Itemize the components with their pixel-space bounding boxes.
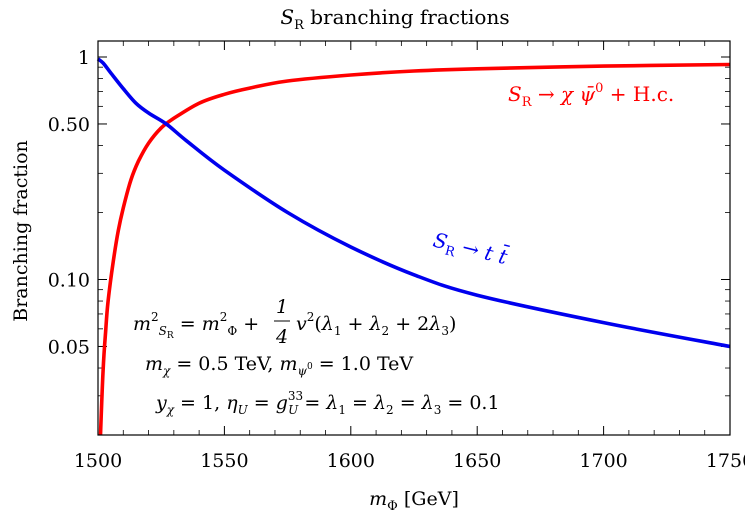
axis-ticks: 1500 1550 1600 1650 1700 1750 1 0.50 0.10 0.05: [48, 41, 745, 472]
series-layer: [96, 57, 731, 436]
x-axis-label: mΦ [GeV]: [369, 488, 459, 514]
series-label-chi-psi: SR → χ ψ̄0 + H.c.: [508, 81, 674, 110]
series-line-0: [98, 62, 731, 436]
annotation-mass-formula-tail: v2(λ1 + λ2 + 2λ3): [296, 310, 456, 338]
svg-text:4: 4: [275, 326, 288, 348]
annotation-masses: mχ = 0.5 TeV, mψ0 = 1.0 TeV: [145, 353, 413, 378]
x-tick-label: 1500: [74, 450, 122, 472]
y-tick-label: 1: [78, 47, 90, 69]
chart-title: SR branching fractions: [280, 5, 509, 33]
svg-text:1: 1: [276, 296, 288, 318]
y-tick-label: 0.50: [48, 114, 90, 136]
y-tick-label: 0.05: [48, 336, 90, 358]
x-tick-label: 1700: [579, 450, 627, 472]
y-tick-label: 0.10: [48, 269, 90, 291]
plot-frame: [97, 40, 731, 436]
annotation-fraction: 1 4: [274, 296, 290, 348]
series-line-1: [96, 57, 731, 349]
annotation-mass-formula: m2SR = m2Φ +: [133, 310, 259, 341]
x-tick-label: 1550: [200, 450, 248, 472]
annotation-couplings: yχ = 1, ηU = g33 U = λ1 = λ2 = λ3 = 0.1: [155, 389, 500, 417]
y-axis-label: Branching fraction: [10, 140, 32, 321]
series-label-ttbar: SR → t t̄: [430, 226, 511, 273]
x-tick-label: 1750: [706, 450, 745, 472]
x-tick-label: 1600: [327, 450, 375, 472]
x-tick-label: 1650: [453, 450, 501, 472]
